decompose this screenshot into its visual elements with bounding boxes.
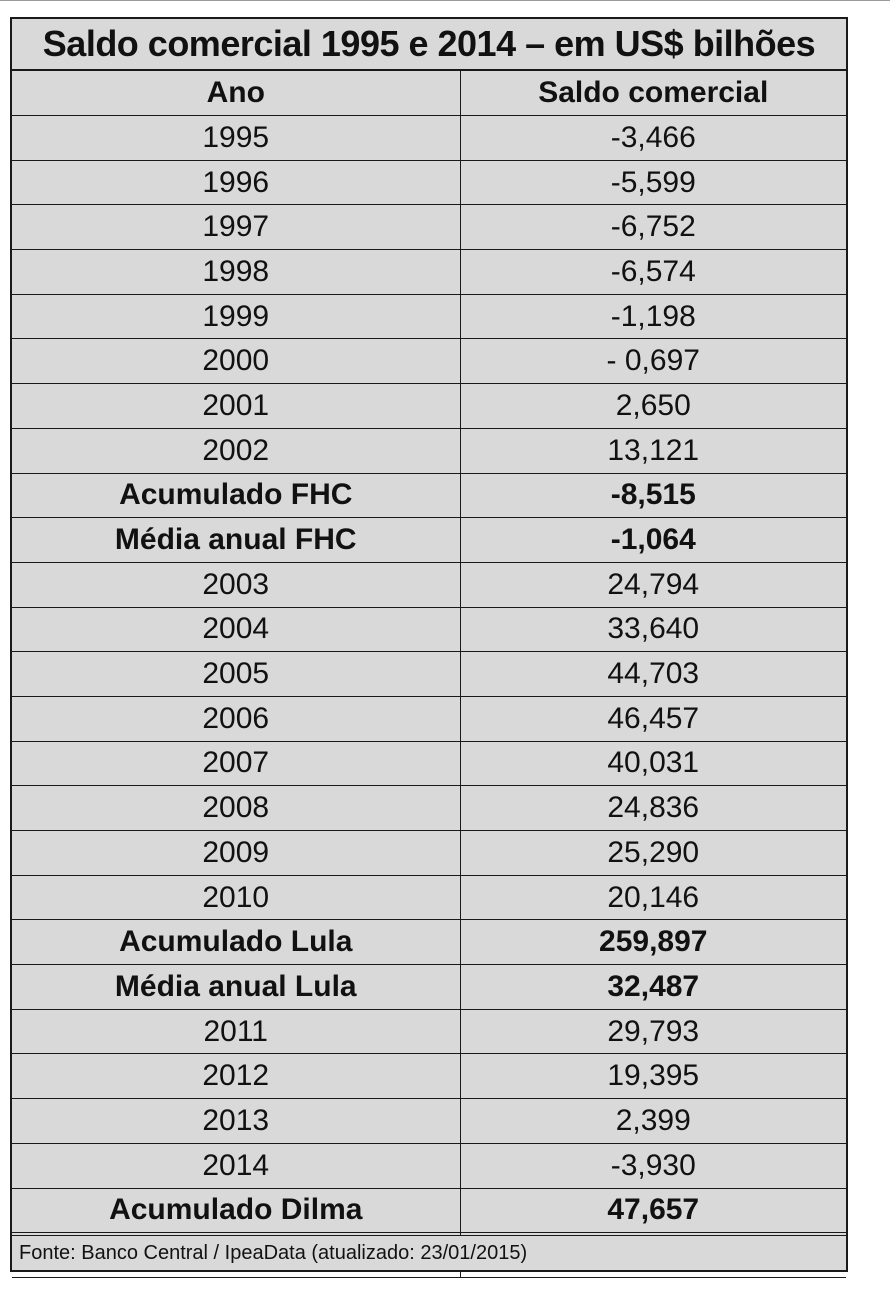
row-value: 47,657: [460, 1188, 846, 1234]
table-row: 2007 40,031: [12, 741, 846, 787]
row-value: -3,466: [460, 115, 846, 161]
table-row: 2006 46,457: [12, 696, 846, 742]
summary-row: Média anual Lula 32,487: [12, 964, 846, 1010]
row-value: 259,897: [460, 919, 846, 966]
row-value: 29,793: [460, 1009, 846, 1055]
table-row: 2003 24,794: [12, 562, 846, 608]
row-label: 2014: [12, 1143, 461, 1189]
table-row: 1995 -3,466: [12, 115, 846, 161]
summary-row: Média anual FHC -1,064: [12, 517, 846, 563]
header-row: Ano Saldo comercial: [12, 71, 846, 116]
row-label: 2000: [12, 338, 461, 385]
row-label: 2003: [12, 562, 461, 608]
row-label: Acumulado Dilma: [12, 1188, 461, 1234]
table-header: Ano Saldo comercial: [12, 71, 846, 116]
row-value: -3,930: [460, 1143, 846, 1189]
row-label: Acumulado FHC: [12, 473, 461, 519]
table-row: 2001 2,650: [12, 383, 846, 429]
table-row: 2013 2,399: [12, 1098, 846, 1144]
row-value: 40,031: [460, 741, 846, 787]
table-row: 1999 -1,198: [12, 294, 846, 340]
table-row: 1996 -5,599: [12, 160, 846, 206]
row-label: Média anual Lula: [12, 964, 461, 1010]
row-value: 25,290: [460, 830, 846, 876]
table-row: 2002 13,121: [12, 428, 846, 474]
row-value: -1,064: [460, 517, 846, 563]
table-row: 2005 44,703: [12, 651, 846, 697]
table-row: 2009 25,290: [12, 830, 846, 876]
row-label: Acumulado Lula: [12, 919, 461, 966]
summary-row: Acumulado Lula 259,897: [12, 919, 846, 966]
row-label: 2011: [12, 1009, 461, 1055]
column-header-value: Saldo comercial: [460, 71, 846, 116]
row-label: 2006: [12, 696, 461, 742]
row-value: -6,752: [460, 204, 846, 251]
row-label: 2010: [12, 875, 461, 921]
table-body: 1995 -3,466 1996 -5,599 1997 -6,752 1998 -6,574…: [12, 115, 846, 1278]
row-value: - 0,697: [460, 338, 846, 385]
trade-balance-table: Saldo comercial 1995 e 2014 – em US$ bil…: [10, 17, 848, 1278]
row-label: 2013: [12, 1098, 461, 1144]
row-value: -8,515: [460, 473, 846, 519]
row-label: 1995: [12, 115, 461, 161]
row-value: 44,703: [460, 651, 846, 697]
row-label: 2004: [12, 607, 461, 653]
row-label: 2007: [12, 741, 461, 787]
row-value: 2,399: [460, 1098, 846, 1144]
row-value: 24,794: [460, 562, 846, 608]
row-value: 13,121: [460, 428, 846, 474]
row-label: 1999: [12, 294, 461, 340]
row-value: 32,487: [460, 964, 846, 1010]
row-value: 33,640: [460, 607, 846, 653]
row-label: 1998: [12, 249, 461, 295]
table-row: 2011 29,793: [12, 1009, 846, 1055]
row-value: -1,198: [460, 294, 846, 340]
table-title: Saldo comercial 1995 e 2014 – em US$ bil…: [12, 19, 846, 71]
table-row: 1998 -6,574: [12, 249, 846, 295]
table-row: 1997 -6,752: [12, 204, 846, 251]
summary-row: Acumulado FHC -8,515: [12, 473, 846, 519]
row-value: 46,457: [460, 696, 846, 742]
row-label: 2005: [12, 651, 461, 697]
summary-row: Acumulado Dilma 47,657: [12, 1188, 846, 1234]
row-label: 1996: [12, 160, 461, 206]
row-label: 1997: [12, 204, 461, 251]
row-label: 2008: [12, 785, 461, 831]
row-label: 2001: [12, 383, 461, 429]
row-label: 2012: [12, 1053, 461, 1100]
source-note: Fonte: Banco Central / IpeaData (atualiz…: [12, 1235, 846, 1270]
row-value: 19,395: [460, 1053, 846, 1100]
table-row: 2004 33,640: [12, 607, 846, 653]
row-value: -5,599: [460, 160, 846, 206]
table-row: 2008 24,836: [12, 785, 846, 831]
data-table: Ano Saldo comercial 1995 -3,466 1996 -5,599…: [12, 71, 846, 1278]
table-row: 2000- 0,697: [12, 338, 846, 385]
table-row: 2012 19,395: [12, 1053, 846, 1100]
row-value: -6,574: [460, 249, 846, 295]
row-value: 20,146: [460, 875, 846, 921]
table-row: 2010 20,146: [12, 875, 846, 921]
row-label: 2009: [12, 830, 461, 876]
top-border-line: [0, 0, 890, 11]
column-header-year: Ano: [12, 71, 461, 116]
row-label: Média anual FHC: [12, 517, 461, 563]
table-row: 2014 -3,930: [12, 1143, 846, 1189]
row-label: 2002: [12, 428, 461, 474]
row-value: 24,836: [460, 785, 846, 831]
row-value: 2,650: [460, 383, 846, 429]
